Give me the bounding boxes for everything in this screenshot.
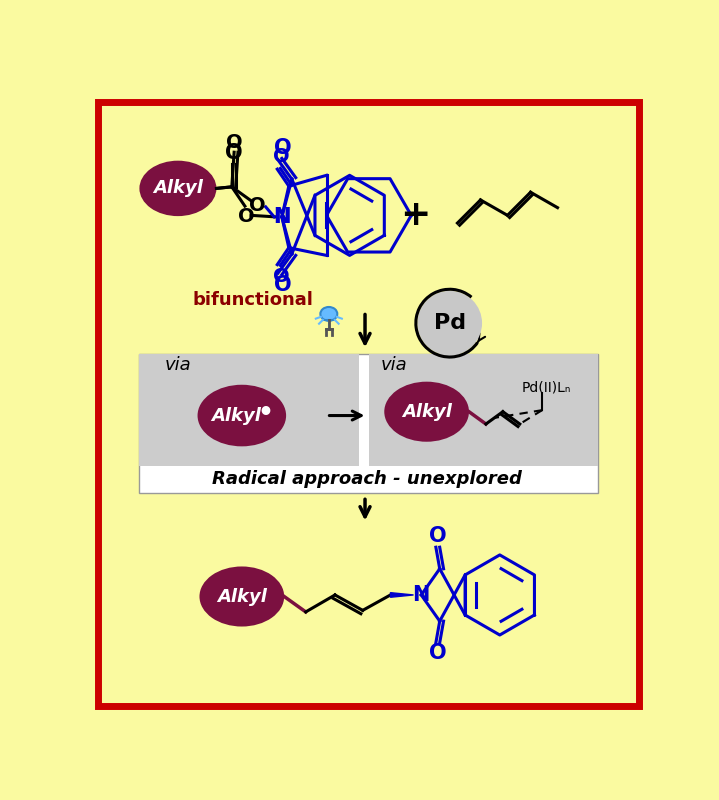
Text: +: +: [400, 198, 430, 232]
Text: Radical approach - unexplored: Radical approach - unexplored: [212, 470, 522, 489]
Text: N: N: [273, 207, 290, 227]
Text: via: via: [165, 357, 191, 374]
FancyBboxPatch shape: [139, 354, 598, 493]
Text: O: O: [226, 134, 242, 153]
Text: O: O: [238, 207, 255, 226]
Text: Alkyl: Alkyl: [217, 587, 267, 606]
Text: O: O: [429, 643, 446, 663]
Text: bifunctional: bifunctional: [193, 291, 313, 309]
Polygon shape: [326, 178, 411, 252]
Ellipse shape: [139, 161, 216, 216]
Polygon shape: [390, 593, 413, 598]
Text: Alkyl: Alkyl: [211, 406, 260, 425]
FancyBboxPatch shape: [369, 354, 598, 466]
Text: Alkyl: Alkyl: [402, 402, 452, 421]
Text: O: O: [273, 147, 290, 166]
Text: Alkyl: Alkyl: [153, 179, 203, 198]
Ellipse shape: [384, 382, 469, 442]
Text: Pd(II)Lₙ: Pd(II)Lₙ: [521, 380, 571, 394]
Ellipse shape: [199, 566, 284, 626]
Text: Pd: Pd: [434, 313, 466, 333]
FancyBboxPatch shape: [139, 354, 359, 466]
Text: O: O: [224, 143, 242, 163]
Ellipse shape: [321, 307, 337, 321]
Text: •: •: [257, 402, 274, 426]
Text: O: O: [249, 196, 265, 215]
Text: O: O: [274, 138, 291, 158]
Text: N: N: [413, 585, 430, 605]
Circle shape: [418, 291, 482, 355]
Text: O: O: [274, 274, 291, 294]
Ellipse shape: [198, 385, 286, 446]
Text: O: O: [429, 526, 446, 546]
Text: O: O: [273, 267, 290, 286]
Text: via: via: [380, 357, 407, 374]
Text: N: N: [273, 207, 290, 227]
